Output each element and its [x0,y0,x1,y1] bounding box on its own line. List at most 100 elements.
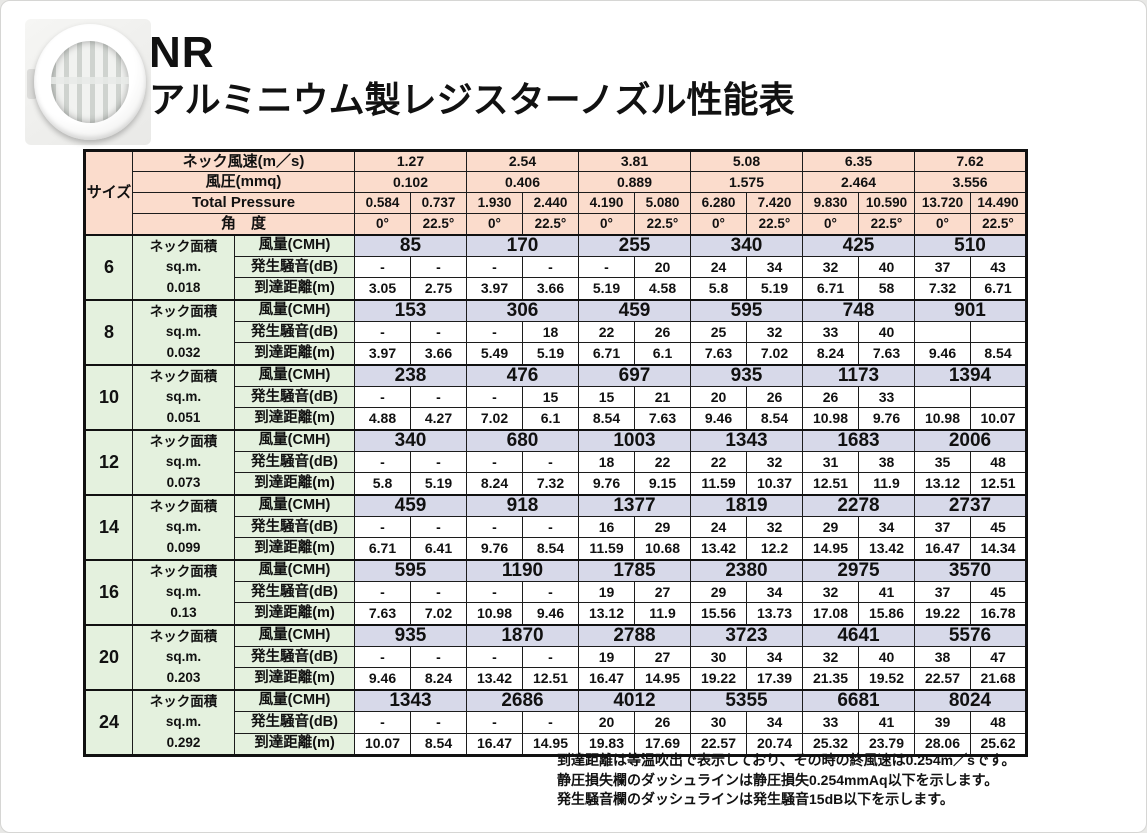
noise-value-cell: 38 [914,645,971,669]
table-row: 14 ネック面積 sq.m. 0.099 風量(CMH) 459 918 1377 1819 22… [84,493,1027,560]
footnote-3: 発生騒音欄のダッシュラインは発生騒音15dB以下を示します。 [557,791,954,807]
throw-value-cell: 10.37 [746,472,803,495]
throw-value-cell: 13.42 [690,537,747,560]
throw-value-cell: 13.12 [578,602,635,625]
throw-value-cell: 15.86 [858,602,915,625]
noise-value-cell: 22 [634,450,691,474]
throw-value-cell: 6.41 [410,537,467,560]
noise-value-cell: - [354,385,411,409]
size-cell: 16 [84,558,133,625]
size-cell: 6 [84,233,133,300]
product-photo [25,19,151,145]
table-row: 発生騒音(dB) - - - -16 29 24 32 29 34 37 45 [85,515,1027,539]
throw-value-cell: 4.58 [634,277,691,300]
header-row: サイズ ネック風速(m／s) 1.27 2.54 3.81 5.08 6.35 7.62 [84,150,1027,235]
throw-value-cell: 22.57 [690,732,747,756]
throw-value-cell: 7.02 [410,602,467,625]
throw-value-cell: 4.27 [410,407,467,430]
sqm-label: sq.m. [165,519,202,534]
noise-value-cell: 32 [802,255,859,279]
header-value: 1.930 [466,192,523,214]
table-row: 到達距離(m) 5.8 5.19 8.24 7.32 9.76 9.15 11.59 10.37… [85,472,1027,495]
airflow-value-cell: 1190 [466,558,579,582]
throw-value-cell: 16.47 [578,667,635,690]
noise-value-cell: - [410,320,467,344]
header-value: 2.440 [522,192,579,214]
noise-value-cell: - [466,385,523,409]
header-value: 5.080 [634,192,691,214]
neck-area-label: ネック面積 [149,498,218,514]
noise-value-cell: - [354,580,411,604]
nozzle-center-bar [51,77,129,84]
table-row: 20 ネック面積 sq.m. 0.203 風量(CMH) 935 1870 2788 3723 4… [84,623,1027,690]
footnotes: 到達距離は等温吹出で表示しており、その時の終風速は0.254m／sです。 静圧損… [557,751,1015,810]
throw-value-cell: 12.51 [970,472,1027,495]
noise-value-cell: - [522,711,579,734]
airflow-value-cell: 425 [802,233,915,257]
noise-value-cell: 19 [578,645,635,669]
throw-value-cell: 14.95 [802,537,859,560]
header-value: 3.556 [914,171,1027,193]
noise-value-cell: 40 [858,255,915,279]
throw-value-cell: 13.42 [466,667,523,690]
sqm-label: sq.m. [165,584,202,599]
footnote-2: 静圧損失欄のダッシュラインは静圧損失0.254mmAq以下を示します。 [557,771,999,788]
neck-area-value: 0.051 [166,409,201,425]
airflow-value-cell: 170 [466,233,579,257]
noise-value-cell: - [410,450,467,474]
airflow-value-cell: 459 [578,298,691,322]
throw-value-cell: 25.32 [802,732,859,756]
header-value: 0.737 [410,192,467,214]
throw-value-cell: 17.08 [802,602,859,625]
throw-value-cell: 5.19 [746,277,803,300]
airflow-value-cell: 3570 [914,558,1027,582]
throw-value-cell: 16.47 [914,537,971,560]
row-label-throw: 到達距離(m) [234,342,355,365]
noise-value-cell: 30 [690,711,747,734]
throw-value-cell: 9.76 [466,537,523,560]
header-row: Total Pressure 0.584 0.737 1.930 2.440 4.190 5… [85,192,1027,214]
throw-value-cell: 10.98 [914,407,971,430]
row-label-airflow: 風量(CMH) [234,428,355,452]
header-value: 7.420 [746,192,803,214]
noise-value-cell [914,385,971,409]
noise-value-cell: 29 [690,580,747,604]
noise-value-cell: 20 [690,385,747,409]
airflow-value-cell: 595 [354,558,467,582]
throw-value-cell: 14.34 [970,537,1027,560]
row-label-airflow: 風量(CMH) [234,688,355,713]
throw-value-cell: 9.76 [858,407,915,430]
size-column-header: サイズ [84,150,133,235]
airflow-value-cell: 2686 [466,688,579,713]
neck-area-value: 0.203 [166,669,201,685]
header-label: 風圧(mmq) [132,171,355,193]
throw-value-cell: 21.68 [970,667,1027,690]
sqm-label: sq.m. [165,454,202,469]
table-row: 到達距離(m) 3.97 3.66 5.49 5.19 6.71 6.1 7.63 7.02 8.… [85,342,1027,365]
noise-value-cell: 29 [634,515,691,539]
throw-value-cell: 7.63 [690,342,747,365]
noise-value-cell: - [354,450,411,474]
throw-value-cell: 7.32 [914,277,971,300]
noise-value-cell: 34 [746,580,803,604]
header-label: 角 度 [132,213,355,235]
noise-value-cell [970,385,1027,409]
throw-value-cell: 8.24 [802,342,859,365]
throw-value-cell: 19.22 [914,602,971,625]
throw-value-cell: 19.83 [578,732,635,756]
row-label-noise: 発生騒音(dB) [234,450,355,474]
noise-value-cell: 33 [802,320,859,344]
neck-area-label: ネック面積 [149,368,218,384]
noise-value-cell: 25 [690,320,747,344]
airflow-value-cell: 2788 [578,623,691,647]
noise-value-cell: 40 [858,320,915,344]
throw-value-cell: 5.8 [690,277,747,300]
header-value: 22.5° [410,213,467,235]
noise-value-cell: - [522,255,579,279]
throw-value-cell: 7.63 [858,342,915,365]
row-label-noise: 発生騒音(dB) [234,645,355,669]
row-label-throw: 到達距離(m) [234,732,355,756]
table-row: 8 ネック面積 sq.m. 0.032 風量(CMH) 153 306 459 595 748 90… [84,298,1027,365]
noise-value-cell: - [410,255,467,279]
airflow-value-cell: 340 [690,233,803,257]
